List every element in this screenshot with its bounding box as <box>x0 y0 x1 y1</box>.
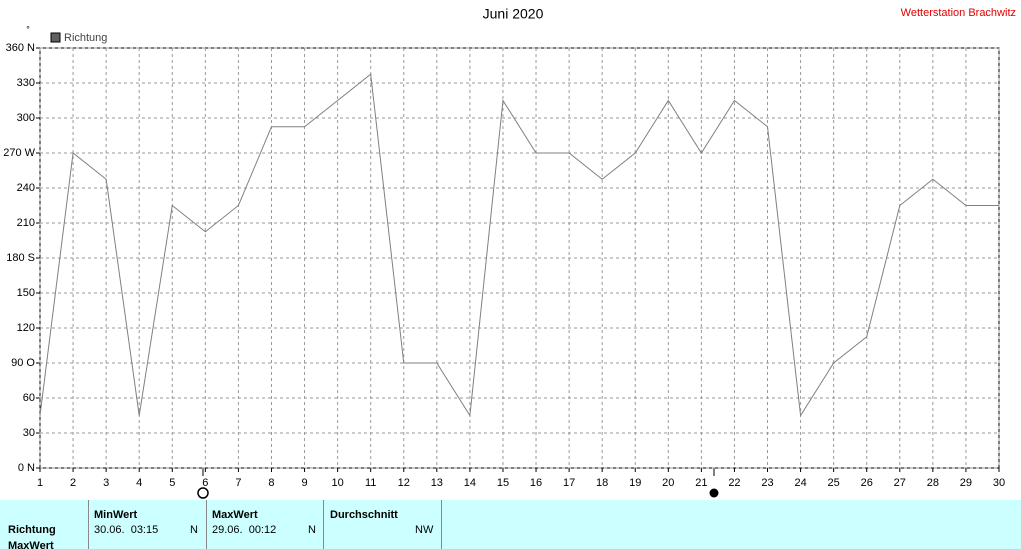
y-tick-label: 60 <box>23 392 35 404</box>
new-moon <box>709 488 719 498</box>
y-tick-label: 270 W <box>3 147 35 159</box>
x-tick-label: 27 <box>894 477 906 489</box>
station-name: Wetterstation Brachwitz <box>901 7 1016 19</box>
y-tick-label: 210 <box>17 217 35 229</box>
chart: Juni 2020 Wetterstation Brachwitz ° Rich… <box>3 6 1016 499</box>
x-tick-label: 1 <box>37 477 43 489</box>
x-tick-label: 5 <box>169 477 175 489</box>
avg-dir: NW <box>415 524 434 536</box>
y-tick-label: 0 N <box>18 462 35 474</box>
x-tick-label: 24 <box>794 477 806 489</box>
x-tick-label: 3 <box>103 477 109 489</box>
y-unit: ° <box>26 24 30 34</box>
header: MaxWert <box>212 509 258 521</box>
y-tick-label: 30 <box>23 427 35 439</box>
x-tick-label: 7 <box>235 477 241 489</box>
x-tick-label: 29 <box>960 477 972 489</box>
min-time: 30.06. 03:15 <box>94 524 159 536</box>
x-tick-label: 13 <box>431 477 443 489</box>
x-tick-label: 20 <box>662 477 674 489</box>
y-tick-label: 90 O <box>11 357 35 369</box>
x-tick-label: 19 <box>629 477 641 489</box>
data-line <box>39 73 999 417</box>
x-tick-label: 11 <box>365 477 376 489</box>
separator <box>323 500 324 549</box>
y-tick-label: 240 <box>17 182 35 194</box>
x-tick-label: 15 <box>497 477 509 489</box>
x-tick-label: 12 <box>398 477 410 489</box>
legend-label: Richtung <box>64 32 107 44</box>
header: Durchschnitt <box>330 509 398 521</box>
row-label: Richtung <box>8 524 56 536</box>
x-tick-label: 4 <box>136 477 142 489</box>
max-time: 29.06. 00:12 <box>212 524 277 536</box>
x-tick-label: 9 <box>301 477 307 489</box>
y-tick-label: 120 <box>17 322 35 334</box>
row-label: MaxWert <box>8 540 54 549</box>
x-tick-label: 28 <box>927 477 939 489</box>
x-tick-label: 16 <box>530 477 542 489</box>
legend-swatch <box>50 32 61 43</box>
y-tick-label: 330 <box>17 77 35 89</box>
y-tick-label: 180 S <box>6 252 35 264</box>
x-tick-label: 26 <box>861 477 873 489</box>
x-tick-label: 17 <box>563 477 575 489</box>
chart-title: Juni 2020 <box>483 6 544 22</box>
separator <box>441 500 442 549</box>
full-moon <box>197 487 209 499</box>
separator <box>206 500 207 549</box>
x-tick-label: 6 <box>202 477 208 489</box>
x-tick-label: 21 <box>695 477 707 489</box>
separator <box>88 500 89 549</box>
plot-area <box>39 47 1000 469</box>
x-tick-label: 18 <box>596 477 608 489</box>
max-dir: N <box>308 524 316 536</box>
min-dir: N <box>190 524 198 536</box>
header: MinWert <box>94 509 138 521</box>
x-tick-label: 14 <box>464 477 476 489</box>
y-tick-label: 360 N <box>6 42 35 54</box>
y-tick-label: 300 <box>17 112 35 124</box>
x-tick-label: 23 <box>761 477 773 489</box>
x-tick-label: 22 <box>728 477 740 489</box>
y-tick-label: 150 <box>17 287 35 299</box>
summary-table: Richtung MaxWert MinWert MaxWert Durchsc… <box>0 500 1021 549</box>
x-tick-label: 2 <box>70 477 76 489</box>
x-tick-label: 8 <box>268 477 274 489</box>
x-tick-label: 10 <box>331 477 343 489</box>
x-tick-label: 25 <box>828 477 840 489</box>
x-tick-label: 30 <box>993 477 1005 489</box>
